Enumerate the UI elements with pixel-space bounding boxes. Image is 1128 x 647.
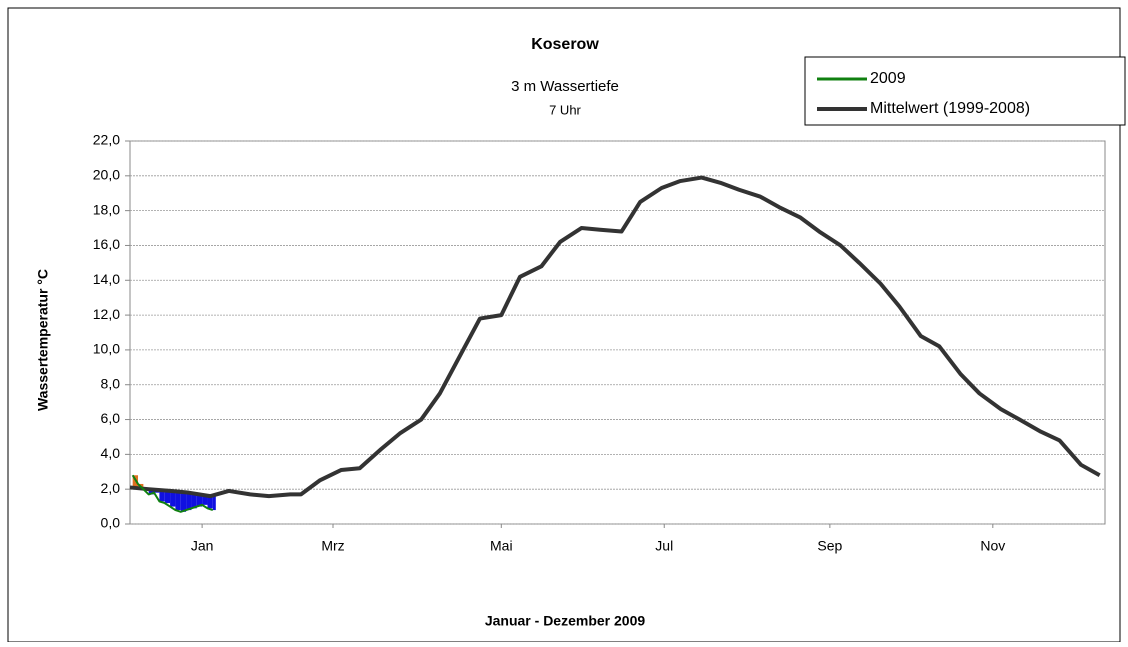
y-tick-label: 4,0 bbox=[101, 445, 121, 461]
y-tick-label: 14,0 bbox=[93, 271, 120, 287]
y-tick-label: 10,0 bbox=[93, 341, 120, 357]
y-axis-title: Wassertemperatur °C bbox=[35, 269, 51, 411]
plot-area bbox=[130, 141, 1105, 524]
y-tick-label: 2,0 bbox=[101, 480, 121, 496]
y-tick-label: 18,0 bbox=[93, 201, 120, 217]
x-tick-label: Sep bbox=[817, 538, 842, 554]
deviation-bar bbox=[181, 492, 186, 512]
x-tick-label: Mrz bbox=[321, 538, 344, 554]
x-tick-label: Mai bbox=[490, 538, 513, 554]
deviation-bar bbox=[175, 491, 180, 510]
chart-subtitle: 3 m Wassertiefe bbox=[511, 78, 619, 95]
y-tick-label: 22,0 bbox=[93, 132, 120, 148]
deviation-bar bbox=[186, 492, 191, 510]
y-tick-label: 16,0 bbox=[93, 236, 120, 252]
y-tick-label: 8,0 bbox=[101, 375, 121, 391]
x-tick-label: Jul bbox=[655, 538, 673, 554]
y-tick-label: 12,0 bbox=[93, 306, 120, 322]
y-tick-label: 0,0 bbox=[101, 515, 121, 531]
chart-title: Koserow bbox=[531, 36, 599, 53]
x-axis-title: Januar - Dezember 2009 bbox=[485, 613, 646, 629]
legend-label: 2009 bbox=[870, 70, 906, 87]
legend-label: Mittelwert (1999-2008) bbox=[870, 100, 1030, 117]
chart-subtitle: 7 Uhr bbox=[549, 102, 581, 117]
x-tick-label: Nov bbox=[980, 538, 1005, 554]
deviation-bar bbox=[213, 495, 216, 510]
y-tick-label: 20,0 bbox=[93, 167, 120, 183]
y-tick-label: 6,0 bbox=[101, 410, 121, 426]
x-tick-label: Jan bbox=[191, 538, 214, 554]
